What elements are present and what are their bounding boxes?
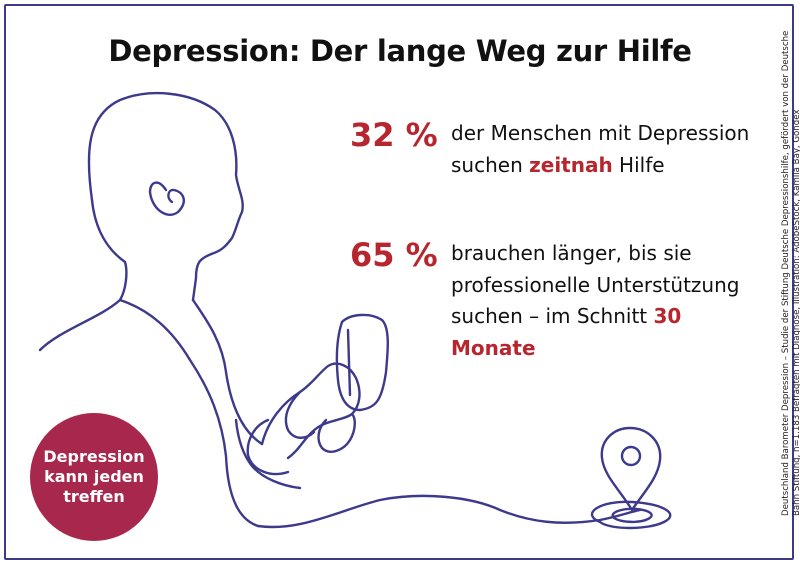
badge: Depression kann jeden treffen	[30, 413, 158, 541]
stat-highlight: 30 Monate	[451, 304, 682, 360]
stat-percent: 32 %	[350, 116, 438, 154]
card-frame	[4, 4, 794, 560]
stat-text-before: brauchen länger, bis sie professionelle …	[451, 241, 740, 328]
source-credit: Deutschland Barometer Depression – Studi…	[781, 30, 800, 516]
badge-text: Depression kann jeden treffen	[43, 447, 145, 506]
stat-highlight: zeitnah	[529, 152, 613, 177]
stat-text-after: Hilfe	[612, 152, 665, 177]
stat-text-before: der Menschen mit Depression suchen	[451, 121, 750, 177]
stat-text: brauchen länger, bis sie professionelle …	[451, 238, 751, 364]
page-title: Depression: Der lange Weg zur Hilfe	[108, 34, 692, 68]
stat-percent: 65 %	[350, 236, 438, 274]
stat-text: der Menschen mit Depression suchen zeitn…	[451, 118, 751, 181]
